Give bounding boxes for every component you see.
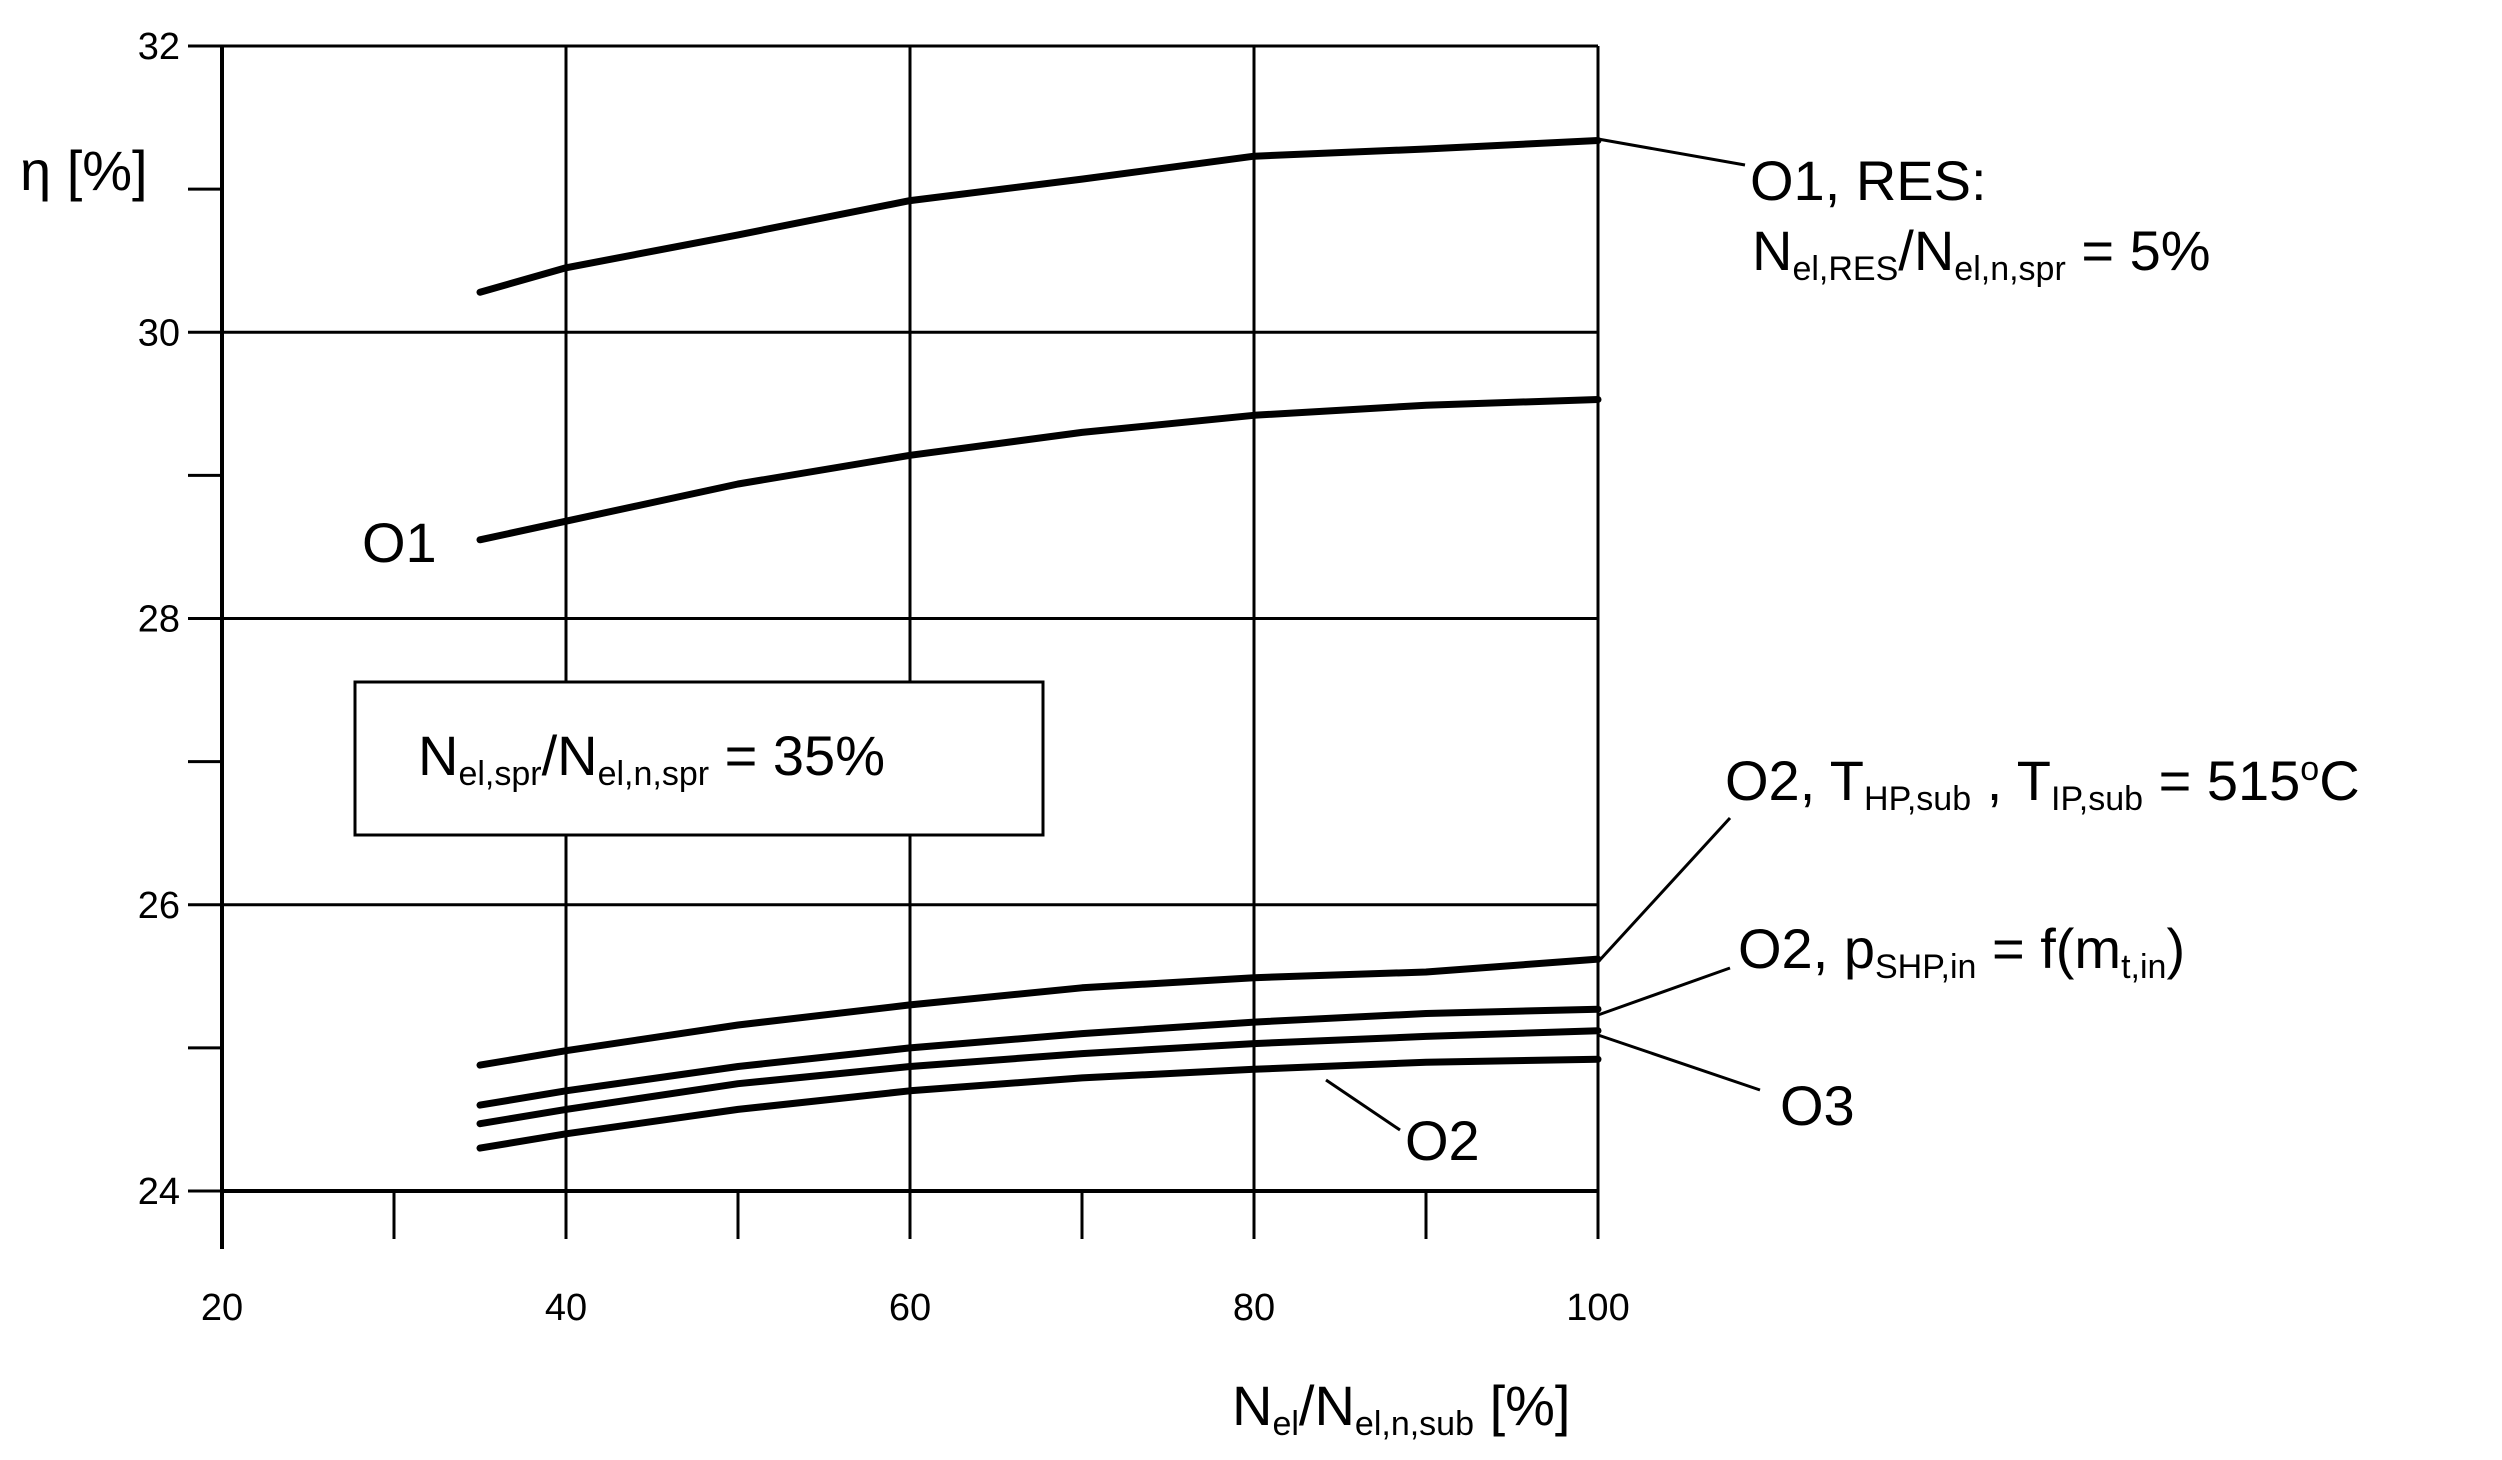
y-tick-label: 32 [138, 26, 180, 68]
x-tick-label: 100 [1566, 1287, 1629, 1329]
label-o1-res-line2: Nel,RES/Nel,n,spr = 5% [1752, 219, 2211, 288]
x-tick-label: 60 [889, 1287, 931, 1329]
leader-o2 [1325, 1078, 1401, 1132]
y-axis-label: η [%] [20, 139, 148, 202]
series-line-6 [476, 1055, 1602, 1152]
annotation-box [353, 680, 1045, 837]
tick-layer: 20 40 60 80 100 24 26 28 30 32 [138, 26, 1630, 1329]
x-axis-label: Nel/Nel,n,sub [%] [1232, 1374, 1570, 1443]
x-tick-label: 40 [545, 1287, 587, 1329]
label-o2-pressure: O2, pSHP,in = f(mt,in) [1738, 917, 2185, 986]
x-tick-label: 20 [201, 1287, 243, 1329]
y-tick-label: 28 [138, 599, 180, 641]
y-tick-label: 26 [138, 885, 180, 927]
leader-o1-res [1597, 137, 1746, 167]
leader-o2-temp [1596, 816, 1732, 964]
series-line-1 [476, 137, 1602, 296]
y-tick-label: 24 [138, 1171, 180, 1213]
label-o1-res-line1: O1, RES: [1750, 149, 1987, 212]
label-o2-temp: O2, THP,sub , TIP,sub = 515oC [1725, 749, 2360, 818]
y-tick-label: 30 [138, 312, 180, 354]
series-line-2 [476, 396, 1602, 544]
series-line-4 [476, 1005, 1602, 1109]
leader-o2-pressure [1597, 966, 1731, 1017]
annotation-box-text: Nel,spr/Nel,n,spr = 35% [418, 724, 885, 793]
label-o1: O1 [362, 511, 437, 574]
x-tick-label: 80 [1233, 1287, 1275, 1329]
series-line-3 [476, 955, 1602, 1069]
label-o3: O3 [1780, 1074, 1855, 1137]
leader-o3 [1597, 1033, 1761, 1092]
series-line-5 [476, 1027, 1602, 1128]
series-layer [476, 137, 1602, 1152]
label-o2: O2 [1405, 1109, 1480, 1172]
